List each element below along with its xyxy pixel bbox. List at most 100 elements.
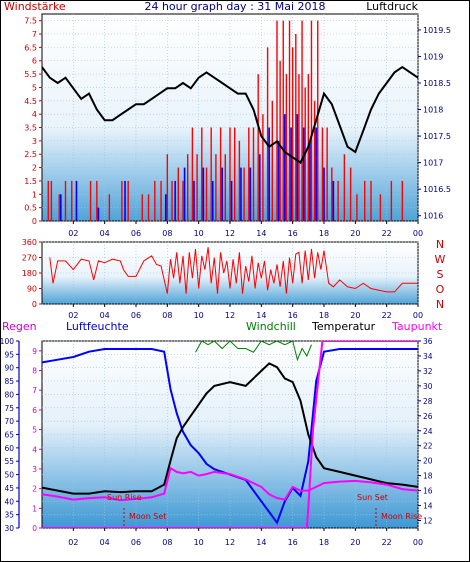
- x-tick-label: 14: [256, 311, 266, 320]
- y-left-tick-label: 360: [22, 238, 37, 247]
- y-right-tick-label: 32: [423, 367, 433, 376]
- y-right-tick-label: 1017: [423, 159, 443, 168]
- label-windchill: Windchill: [246, 320, 296, 333]
- y-left-tick-label: 80: [4, 390, 14, 399]
- x-tick-label: 10: [194, 229, 204, 238]
- y-left-tick-label: 50: [4, 471, 14, 480]
- y-right-tick-label: 18: [423, 472, 433, 481]
- panel2-left-axis: 360 270 180 90 0: [22, 238, 42, 309]
- x-tick-label: 18: [319, 311, 329, 320]
- y-left-tick-label: 75: [4, 404, 14, 413]
- panel3-left-axis: 30 35 40 45 50 55 60 65 70 75 80 85 90 95 100: [0, 337, 20, 533]
- y-left-tick-label: 30: [4, 524, 14, 533]
- rain-tick-label: 1: [32, 504, 37, 513]
- annotation-sun-set: Sun Set: [357, 493, 388, 502]
- y-right-tick-label: 22: [423, 442, 433, 451]
- label-temperatur: Temperatur: [311, 320, 376, 333]
- y-right-tick-label: 12: [423, 517, 433, 526]
- y-left-tick-label: 7.5: [24, 17, 37, 26]
- y-right-tick-label: 1019: [423, 52, 443, 61]
- x-tick-label: 12: [225, 538, 235, 547]
- y-left-tick-label: 90: [4, 364, 14, 373]
- y-left-tick-label: 55: [4, 457, 14, 466]
- x-tick-label: 20: [350, 229, 360, 238]
- y-right-tick-label: 16: [423, 487, 433, 496]
- x-tick-label: 02: [68, 311, 78, 320]
- x-tick-label: 14: [256, 538, 266, 547]
- pressure-series: [42, 65, 418, 165]
- direction-label: N: [436, 298, 444, 311]
- y-left-tick-label: 0: [32, 217, 37, 226]
- wind-series: [59, 114, 335, 221]
- y-right-tick-label: 34: [423, 352, 433, 361]
- rain-tick-label: 5: [32, 426, 37, 435]
- x-tick-label: 08: [162, 311, 172, 320]
- rain-tick-label: 9: [32, 347, 37, 356]
- windchill-line: [195, 341, 312, 362]
- rain-tick-label: 8: [32, 367, 37, 376]
- y-left-tick-label: 4.5: [24, 97, 37, 106]
- y-right-tick-label: 14: [423, 502, 433, 511]
- x-tick-label: 04: [100, 311, 110, 320]
- x-tick-label: 16: [288, 538, 298, 547]
- x-tick-label: 20: [350, 538, 360, 547]
- x-tick-label: 00: [413, 229, 423, 238]
- y-right-tick-label: 26: [423, 412, 433, 421]
- rain-tick-label: 6: [32, 406, 37, 415]
- panel3-rain-axis: 0 1 2 3 4 5 6 7 8 9: [32, 347, 42, 533]
- panel1-left-axis: 0 0.5 1 1.5 2 2.5 3 3.5 4 4.5 5 5.5 6 6.5 7 7.5: [24, 17, 42, 226]
- pressure-line: [42, 65, 418, 165]
- y-left-tick-label: 35: [4, 511, 14, 520]
- rain-tick-label: 7: [32, 386, 37, 395]
- y-left-tick-label: 90: [27, 285, 37, 294]
- x-tick-label: 22: [382, 311, 392, 320]
- x-tick-label: 02: [68, 229, 78, 238]
- x-tick-label: 20: [350, 311, 360, 320]
- y-right-tick-label: 1018.5: [423, 79, 451, 88]
- y-left-tick-label: 2.5: [24, 150, 37, 159]
- y-left-tick-label: 60: [4, 444, 14, 453]
- y-left-tick-label: 85: [4, 377, 14, 386]
- taupunkt-line: [42, 466, 418, 502]
- x-tick-label: 08: [162, 538, 172, 547]
- rain-tick-label: 2: [32, 485, 37, 494]
- wind-direction-series: [49, 247, 418, 294]
- x-tick-label: 18: [319, 538, 329, 547]
- y-left-tick-label: 0: [32, 300, 37, 309]
- y-left-tick-label: 3: [32, 137, 37, 146]
- x-tick-label: 00: [413, 311, 423, 320]
- y-left-tick-label: 40: [4, 497, 14, 506]
- x-tick-label: 22: [382, 229, 392, 238]
- panel2-x-axis: 02 04 06 08 10 12 14 16 18 20 22 00: [68, 304, 423, 320]
- y-left-tick-label: 95: [4, 350, 14, 359]
- annotation-moon-rise: Moon Rise: [381, 512, 422, 521]
- y-left-tick-label: 1.5: [24, 177, 37, 186]
- panel1-right-axis: 1016 1016.5 1017 1017.5 1018 1018.5 1019 1019.5: [418, 26, 451, 221]
- panel3-x-axis: 02 04 06 08 10 12 14 16 18 20 22 00: [68, 528, 423, 547]
- y-left-tick-label: 4: [32, 110, 37, 119]
- panel3-right-axis: 12 14 16 18 20 22 24 26 28 30 32 34 36: [418, 337, 433, 526]
- y-left-tick-label: 1: [32, 190, 37, 199]
- y-right-tick-label: 1017.5: [423, 132, 451, 141]
- panel1-right-label: Luftdruck: [366, 0, 418, 13]
- x-tick-label: 06: [131, 229, 141, 238]
- y-left-tick-label: 65: [4, 431, 14, 440]
- y-left-tick-label: 45: [4, 484, 14, 493]
- y-right-tick-label: 28: [423, 397, 433, 406]
- y-left-tick-label: 70: [4, 417, 14, 426]
- rain-tick-label: 3: [32, 465, 37, 474]
- panel3-annotations: Sun Rise Moon Set Sun Set Moon Rise: [107, 493, 422, 528]
- y-right-tick-label: 24: [423, 427, 433, 436]
- y-left-tick-label: 2: [32, 164, 37, 173]
- y-left-tick-label: 180: [22, 269, 37, 278]
- y-right-tick-label: 30: [423, 382, 433, 391]
- x-tick-label: 04: [100, 538, 110, 547]
- x-tick-label: 04: [100, 229, 110, 238]
- x-tick-label: 06: [131, 538, 141, 547]
- x-tick-label: 22: [382, 538, 392, 547]
- panel3-grid: [42, 340, 419, 529]
- y-left-tick-label: 7: [32, 30, 37, 39]
- wind-direction-line: [49, 247, 418, 294]
- y-right-tick-label: 1019.5: [423, 26, 451, 35]
